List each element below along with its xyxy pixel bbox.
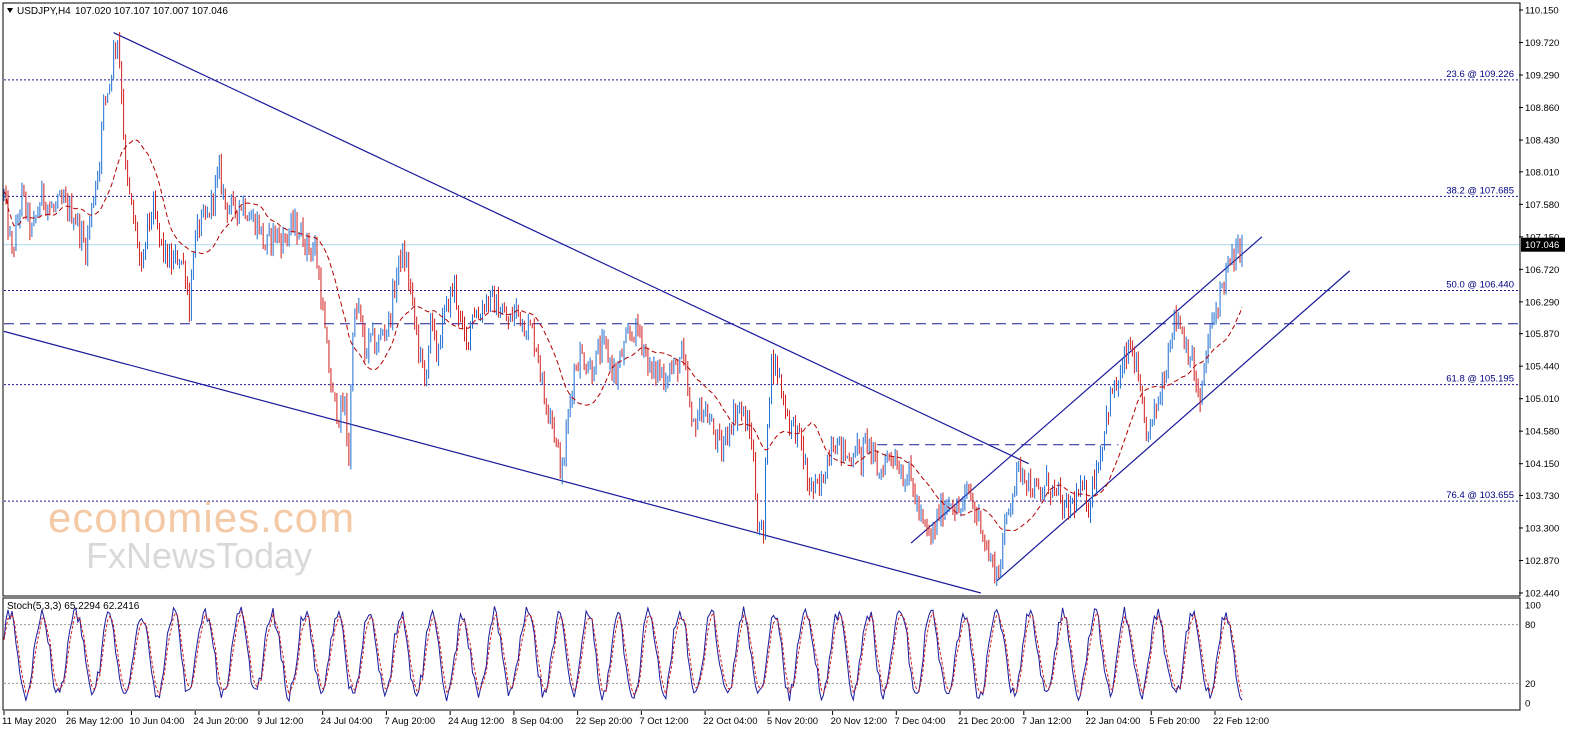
stoch-tick-label-1: 80 — [1525, 620, 1536, 631]
time-tick-label-10: 7 Oct 12:00 — [639, 716, 688, 727]
time-tick-label-14: 7 Dec 04:00 — [894, 716, 945, 727]
time-tick-label-15: 21 Dec 20:00 — [958, 716, 1015, 727]
uptrend-upper-line — [910, 236, 1263, 544]
fib-label-1: 38.2 @ 107.685 — [1446, 185, 1514, 196]
fib-label-2: 50.0 @ 106.440 — [1446, 280, 1514, 291]
candles — [3, 32, 1243, 586]
stoch-signal-line — [3, 610, 1243, 697]
price-tick-label-4: 108.430 — [1525, 136, 1559, 147]
downtrend-upper-line — [113, 32, 1029, 465]
time-tick-label-7: 24 Aug 12:00 — [448, 716, 504, 727]
stochastic-oscillator: 100 80 20 0 — [3, 601, 1541, 710]
current-price-box — [1521, 237, 1565, 252]
price-tick-label-17: 102.870 — [1525, 556, 1559, 567]
price-tick-label-18: 102.440 — [1525, 589, 1559, 600]
stoch-panel-frame — [2, 597, 1521, 711]
ma-line — [3, 139, 1243, 532]
ohlc-readout: 107.020 107.107 107.007 107.046 — [75, 6, 228, 17]
price-tick-label-11: 105.440 — [1525, 362, 1559, 373]
price-tick-label-8: 106.720 — [1525, 265, 1559, 276]
time-tick-label-11: 22 Oct 04:00 — [703, 716, 757, 727]
price-tick-label-15: 103.730 — [1525, 491, 1559, 502]
price-tick-label-16: 103.300 — [1525, 523, 1559, 534]
trendlines — [3, 32, 1351, 594]
time-tick-label-1: 26 May 12:00 — [66, 716, 124, 727]
price-axis: 110.150 109.720 109.290 108.860 108.430 108.0… — [1519, 6, 1565, 600]
time-tick-label-16: 7 Jan 12:00 — [1022, 716, 1072, 727]
time-tick-label-3: 24 Jun 20:00 — [193, 716, 248, 727]
fib-label-4: 76.4 @ 103.655 — [1446, 490, 1514, 501]
time-tick-label-0: 11 May 2020 — [2, 716, 56, 727]
price-tick-label-6: 107.580 — [1525, 200, 1559, 211]
fib-label-0: 23.6 @ 109.226 — [1446, 69, 1514, 80]
stoch-tick-label-0: 100 — [1525, 601, 1541, 612]
price-tick-label-13: 104.580 — [1525, 427, 1559, 438]
stoch-tick-label-2: 20 — [1525, 679, 1536, 690]
time-axis: 11 May 2020 26 May 12:00 10 Jun 04:00 24 Ju… — [2, 711, 1269, 727]
time-tick-label-8: 8 Sep 04:00 — [512, 716, 563, 727]
symbol-dropdown-icon[interactable] — [7, 8, 13, 13]
time-tick-label-19: 22 Feb 12:00 — [1213, 716, 1269, 727]
price-tick-label-10: 105.870 — [1525, 329, 1559, 340]
price-tick-label-3: 108.860 — [1525, 103, 1559, 114]
time-tick-label-18: 5 Feb 20:00 — [1149, 716, 1200, 727]
price-tick-label-0: 110.150 — [1525, 6, 1559, 17]
fib-label-3: 61.8 @ 105.195 — [1446, 374, 1514, 385]
time-tick-label-6: 7 Aug 20:00 — [384, 716, 435, 727]
time-tick-label-13: 20 Nov 12:00 — [831, 716, 888, 727]
time-tick-label-17: 22 Jan 04:00 — [1086, 716, 1141, 727]
price-tick-label-9: 106.290 — [1525, 297, 1559, 308]
price-tick-label-2: 109.290 — [1525, 71, 1559, 82]
watermark-economies: economies.com — [48, 494, 355, 541]
stoch-tick-label-3: 0 — [1525, 699, 1530, 710]
stoch-main-line — [3, 606, 1243, 703]
price-tick-label-14: 104.150 — [1525, 459, 1559, 470]
time-tick-label-12: 5 Nov 20:00 — [767, 716, 818, 727]
time-tick-label-4: 9 Jul 12:00 — [257, 716, 303, 727]
symbol-label: USDJPY,H4 — [17, 6, 71, 17]
time-tick-label-5: 24 Jul 04:00 — [321, 716, 373, 727]
stoch-title: Stoch(5,3,3) 65.2294 62.2416 — [7, 601, 140, 612]
watermark: economies.com FxNewsToday — [48, 494, 355, 576]
watermark-fxnewstoday: FxNewsToday — [86, 535, 312, 576]
price-tick-label-5: 108.010 — [1525, 167, 1559, 178]
downtrend-lower-line — [3, 330, 981, 594]
fib-levels: 23.6 @ 109.226 38.2 @ 107.685 50.0 @ 106.4… — [4, 69, 1519, 502]
current-price-label: 107.046 — [1525, 240, 1559, 251]
moving-average — [3, 139, 1243, 532]
price-tick-label-12: 105.010 — [1525, 394, 1559, 405]
price-tick-label-1: 109.720 — [1525, 38, 1559, 49]
time-tick-label-9: 22 Sep 20:00 — [576, 716, 633, 727]
uptrend-lower-line — [996, 270, 1351, 582]
main-chart-frame — [2, 2, 1521, 597]
time-tick-label-2: 10 Jun 04:00 — [129, 716, 184, 727]
